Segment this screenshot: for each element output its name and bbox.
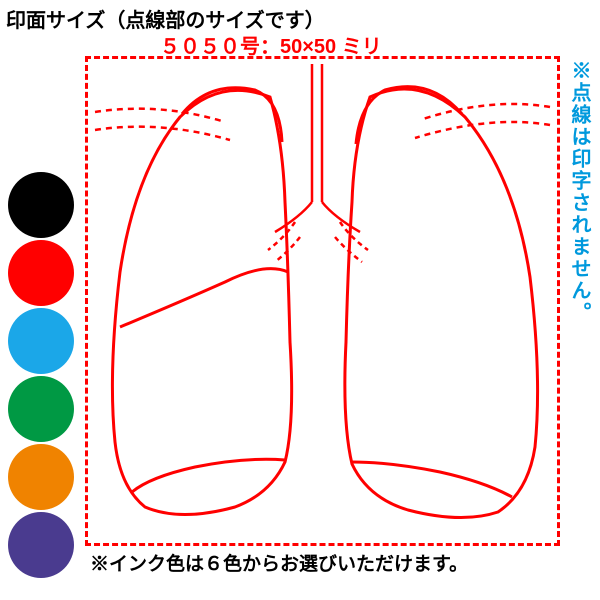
lungs-diagram (90, 62, 555, 532)
subtitle-text: ５０５０号：50×50 ミリ (160, 30, 382, 59)
ink-color-orange[interactable] (8, 444, 74, 510)
ink-color-green[interactable] (8, 376, 74, 442)
vertical-note-text: ※点線は印字されません。 (565, 60, 594, 324)
ink-color-purple[interactable] (8, 512, 74, 578)
ink-color-black[interactable] (8, 172, 74, 238)
ink-color-lightblue[interactable] (8, 308, 74, 374)
title-text: 印面サイズ（点線部のサイズです） (6, 4, 325, 33)
bottom-note-text: ※インク色は６色からお選びいただけます。 (90, 549, 468, 576)
ink-color-red[interactable] (8, 240, 74, 306)
ink-color-options (8, 172, 74, 578)
